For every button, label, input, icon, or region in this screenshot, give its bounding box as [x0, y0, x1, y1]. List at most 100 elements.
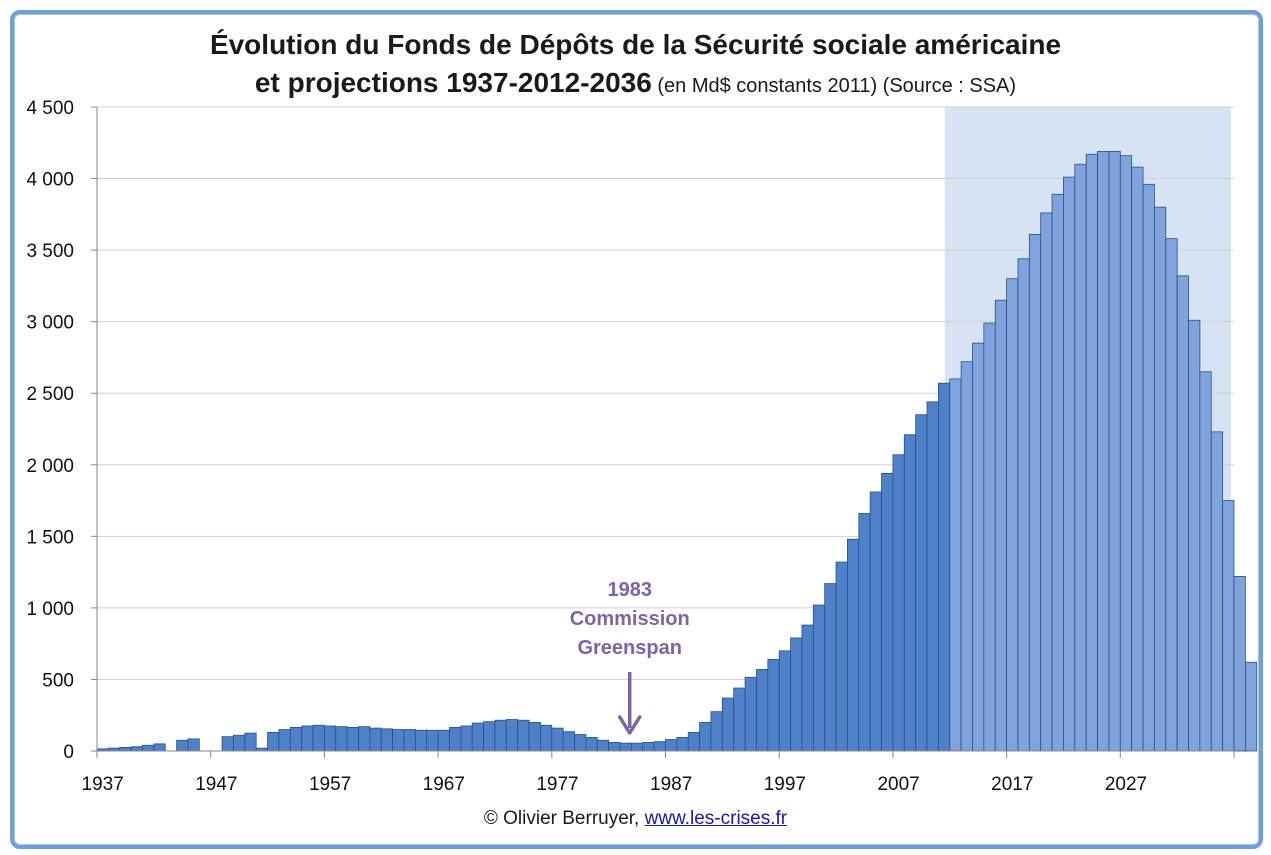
bar	[505, 719, 519, 752]
bar	[1063, 176, 1076, 752]
bar	[1097, 150, 1110, 752]
bar	[414, 729, 428, 752]
bar	[335, 726, 348, 752]
bar	[221, 736, 234, 752]
annotation-arrow-head	[617, 715, 642, 735]
credit-line: © Olivier Berruyer, www.les-crises.fr	[0, 808, 1271, 830]
y-tick-label: 3 000	[26, 313, 74, 334]
x-tick-label: 2017	[991, 774, 1033, 795]
bar	[653, 741, 666, 752]
x-tick-label: 1977	[536, 774, 578, 795]
x-tick-label: 1947	[195, 774, 237, 795]
y-tick-label: 2 500	[26, 384, 74, 405]
bar	[756, 669, 769, 752]
bar	[960, 361, 973, 752]
bar	[619, 742, 632, 752]
y-tick-label: 0	[63, 742, 74, 763]
y-tick-label: 4 000	[26, 170, 74, 191]
bar	[642, 742, 655, 752]
x-axis-ticks: 1937 1947 1957 1967 1977 1987 1997 2007 2017 2027	[82, 751, 1235, 795]
bar	[983, 322, 996, 752]
bar	[1017, 258, 1030, 752]
bar	[1074, 163, 1087, 752]
bar	[847, 538, 860, 752]
bar	[1154, 206, 1167, 752]
bar	[403, 729, 416, 752]
chart-title: Évolution du Fonds de Dépôts de la Sécur…	[0, 26, 1271, 105]
bar	[721, 697, 735, 752]
bar	[1222, 500, 1235, 752]
bar	[267, 732, 280, 752]
bar	[540, 724, 553, 752]
annotation-text: 1983	[607, 579, 652, 601]
bar	[574, 734, 587, 752]
bar	[1085, 153, 1098, 752]
title-line-2: et projections 1937-2012-2036 (en Md$ co…	[0, 64, 1271, 105]
bar	[369, 727, 382, 752]
bar	[710, 711, 723, 752]
bar	[1028, 233, 1042, 752]
x-tick-label: 1987	[650, 774, 692, 795]
bar	[1051, 193, 1064, 752]
bar	[437, 729, 450, 752]
bar	[551, 727, 564, 752]
bar	[903, 434, 917, 752]
title-line-2-main: et projections 1937-2012-2036	[254, 67, 652, 98]
bar	[608, 742, 621, 752]
bar	[687, 732, 701, 752]
y-tick-label: 3 500	[26, 241, 74, 262]
bar	[835, 561, 848, 752]
bar	[596, 739, 610, 752]
annotation-text: Commission	[570, 608, 690, 630]
credit-author: © Olivier Berruyer,	[483, 808, 640, 829]
bar	[994, 299, 1007, 752]
bar	[1142, 183, 1155, 752]
title-line-2-sub: (en Md$ constants 2011) (Source : SSA)	[651, 75, 1017, 97]
bar	[1165, 238, 1178, 752]
bar	[187, 738, 200, 752]
x-tick-label: 1937	[82, 774, 124, 795]
credit-link[interactable]: www.les-crises.fr	[644, 808, 788, 829]
title-line-1: Évolution du Fonds de Dépôts de la Sécur…	[209, 29, 1062, 60]
bar	[301, 725, 314, 752]
bar	[346, 726, 359, 752]
bar	[915, 414, 928, 752]
bar	[778, 650, 791, 752]
y-axis-ticks: 0 500 1 000 1 500 2 000 2 500 3 000 3 500 4 000 4…	[26, 98, 97, 763]
bar	[528, 721, 541, 752]
annotation-greenspan: 1983 Commission Greenspan	[570, 579, 690, 735]
bar	[289, 726, 303, 752]
bar	[812, 604, 826, 752]
bar	[471, 722, 484, 752]
bar	[858, 513, 871, 752]
bar	[380, 728, 394, 752]
y-tick-label: 2 000	[26, 456, 74, 477]
x-tick-label: 1997	[764, 774, 806, 795]
x-tick-label: 2027	[1105, 774, 1147, 795]
x-tick-label: 1957	[309, 774, 351, 795]
bar	[630, 742, 644, 752]
bar	[767, 659, 780, 752]
bar	[119, 747, 132, 752]
bar	[1006, 278, 1019, 752]
bars	[96, 150, 1258, 752]
bar	[1199, 371, 1212, 752]
bar	[176, 739, 189, 752]
bar	[869, 491, 882, 752]
bar	[323, 725, 337, 752]
bar	[1040, 212, 1053, 752]
x-tick-label: 2007	[877, 774, 919, 795]
bar	[801, 624, 814, 752]
bar	[1233, 576, 1246, 752]
bar	[676, 737, 689, 752]
bar	[517, 719, 530, 752]
bar	[1188, 319, 1201, 752]
bar	[494, 719, 507, 752]
bar	[937, 382, 951, 752]
bar	[665, 739, 678, 752]
bar	[733, 687, 746, 752]
y-tick-label: 500	[42, 670, 74, 691]
bar	[1210, 431, 1224, 752]
bar	[153, 743, 166, 752]
bar	[881, 472, 894, 752]
